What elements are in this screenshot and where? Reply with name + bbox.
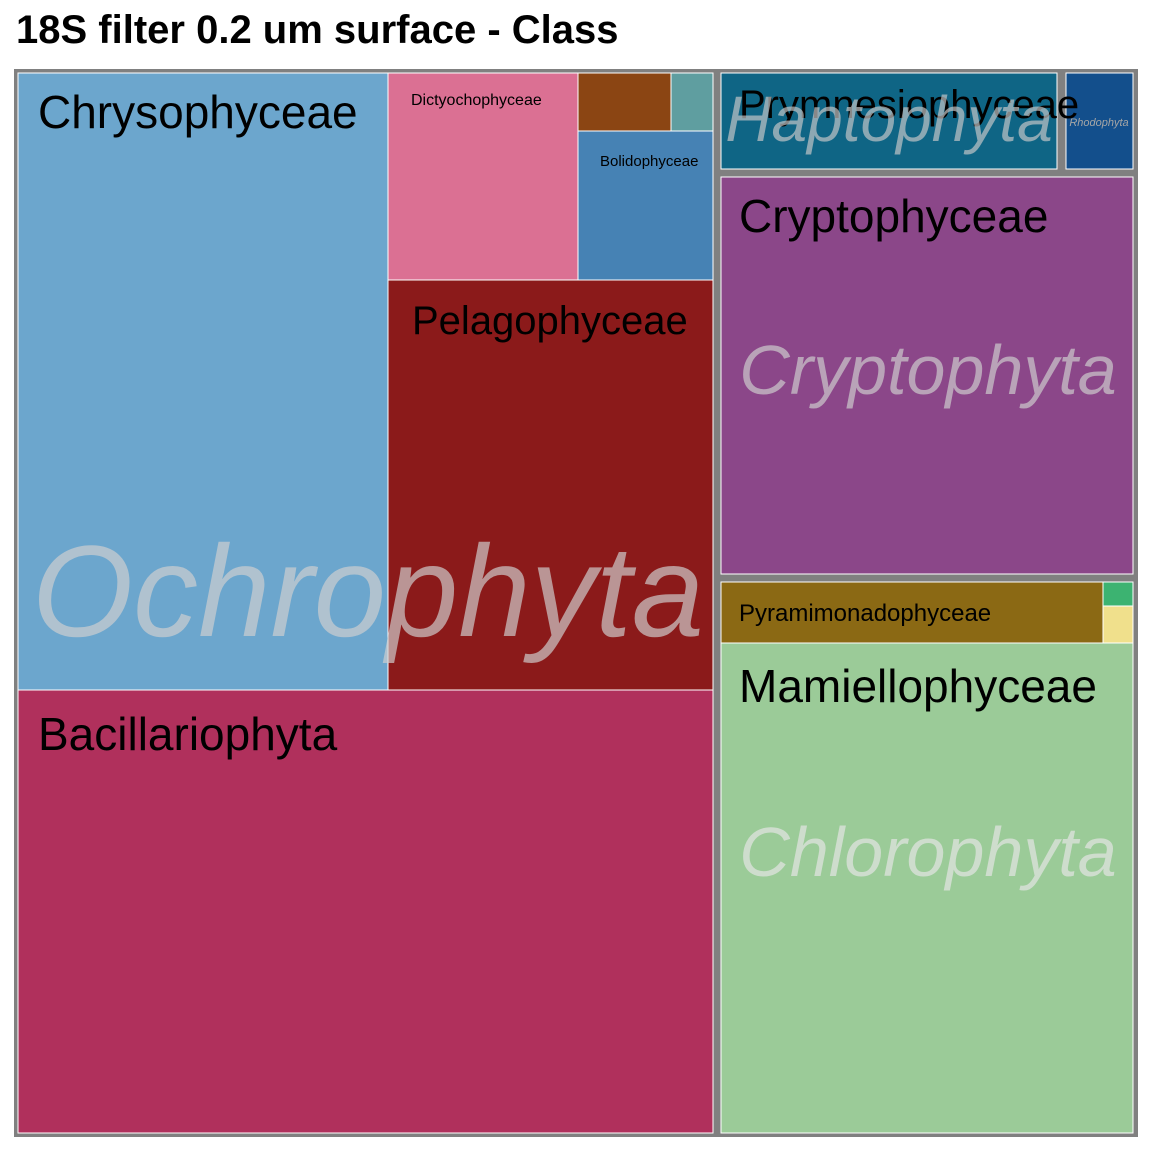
treemap-cell-unnamed-class-1 [577,72,672,132]
cell-label-mamiellophyceae: Mamiellophyceae [739,660,1097,712]
treemap-cell-dictyochophyceae [387,72,579,281]
group-label-haptophyta: Haptophyta [725,83,1052,155]
treemap-cell-rhodophyta [1065,72,1134,170]
group-label-cryptophyta: Cryptophyta [739,331,1116,409]
treemap-cell-cryptophyceae [720,176,1134,575]
cell-label-rhodophyta: Rhodophyta [1069,117,1128,129]
cell-label-pyramimonadophyceae: Pyramimonadophyceae [739,600,991,627]
treemap-cell-chrysophyceae [17,72,389,691]
group-label-chlorophyta: Chlorophyta [739,813,1116,891]
group-label-ochrophyta: Ochrophyta [32,518,704,664]
treemap-cell-prymnesiophyceae [720,72,1058,170]
cell-label-bolidophyceae: Bolidophyceae [600,153,698,170]
treemap-cell-unnamed-class-3 [1102,581,1134,607]
group-label-layer: Ochrophyta Haptophyta Cryptophyta Chlorophy… [32,83,1117,891]
cell-label-dictyochophyceae: Dictyochophyceae [411,92,542,109]
cells-layer: Chrysophyceae Bacillariophyta Pelagophycea… [17,72,1134,1134]
cell-label-cryptophyceae: Cryptophyceae [739,190,1048,242]
cell-label-prymnesiophyceae: Prymnesiophyceae [739,83,1079,127]
cell-label-bacillariophyta: Bacillariophyta [38,708,338,760]
treemap-cell-mamiellophyceae [720,642,1134,1134]
treemap-cell-pelagophyceae [387,279,714,691]
treemap-cell-bolidophyceae [577,130,714,281]
cell-label-pelagophyceae: Pelagophyceae [412,299,688,343]
chart-title: 18S filter 0.2 um surface - Class [16,8,619,52]
treemap-cell-unnamed-class-2 [670,72,714,132]
treemap-cell-pyramimonadophyceae [720,581,1104,644]
treemap-cell-unnamed-class-4 [1102,605,1134,644]
cell-label-chrysophyceae: Chrysophyceae [38,86,358,138]
treemap-cell-bacillariophyta [17,689,714,1134]
